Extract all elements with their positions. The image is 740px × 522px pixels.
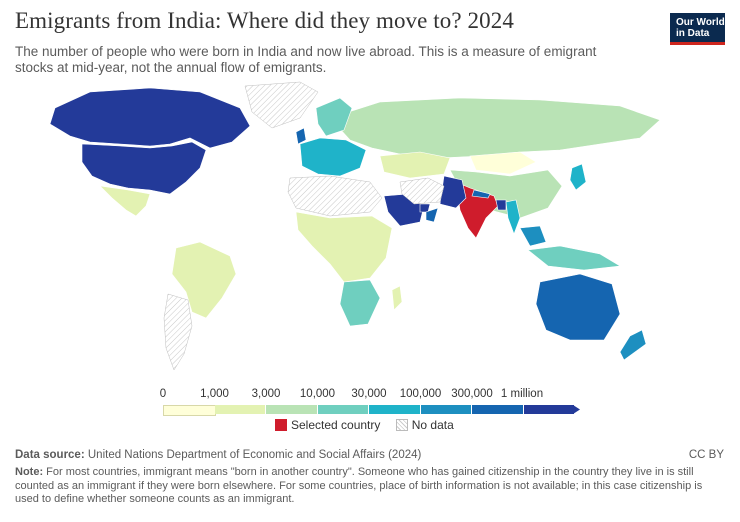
legend-tick-5: 100,000 [399, 388, 442, 400]
region-australia[interactable] [535, 273, 621, 341]
logo-line-1: Our World [676, 17, 725, 28]
legend-bin-4[interactable] [369, 405, 421, 414]
region-canada[interactable] [49, 87, 251, 149]
world-map-svg [49, 81, 661, 371]
nodata-label: No data [411, 418, 454, 432]
region-indonesia[interactable] [527, 245, 621, 271]
region-united-states[interactable] [81, 141, 207, 195]
region-myanmar[interactable] [505, 199, 521, 235]
region-russia[interactable] [329, 97, 661, 159]
region-nepal[interactable] [471, 189, 491, 199]
selected-label: Selected country [291, 418, 381, 432]
nodata-swatch [395, 419, 408, 431]
legend-bin-0[interactable] [163, 405, 216, 416]
chart-subtitle: The number of people who were born in In… [15, 44, 597, 75]
legend-color-bins [163, 405, 575, 416]
region-kazakhstan[interactable] [379, 151, 451, 179]
legend-tick-1: 1,000 [200, 388, 229, 400]
region-oman[interactable] [425, 207, 439, 223]
region-scandinavia[interactable] [315, 97, 353, 137]
region-japan[interactable] [569, 163, 587, 191]
legend-tick-3: 10,000 [299, 388, 336, 400]
legend-bin-5[interactable] [420, 405, 472, 414]
legend-extra: Selected country No data [275, 418, 466, 432]
legend-nodata-item[interactable]: No data [395, 418, 454, 432]
footer-note: Note: For most countries, immigrant mean… [15, 466, 727, 507]
license-link[interactable]: CC BY [688, 449, 724, 461]
legend-bin-7[interactable] [523, 405, 575, 414]
region-malaysia[interactable] [519, 225, 547, 247]
region-madagascar[interactable] [391, 285, 403, 311]
legend-tick-0: 0 [159, 388, 167, 400]
region-sub-saharan-africa[interactable] [295, 211, 393, 283]
map-legend: 0 1,000 3,000 10,000 30,000 100,000 300,000 1 m… [0, 388, 740, 438]
legend-selected-item[interactable]: Selected country [275, 418, 380, 432]
data-source: Data source: United Nations Department o… [15, 449, 421, 461]
region-united-kingdom[interactable] [295, 127, 307, 145]
legend-bin-6[interactable] [472, 405, 524, 414]
legend-tick-labels: 0 1,000 3,000 10,000 30,000 100,000 300,000 1 m… [0, 388, 740, 404]
region-new-zealand[interactable] [619, 329, 647, 361]
note-text: For most countries, immigrant means "bor… [15, 466, 703, 505]
world-map[interactable] [0, 78, 740, 390]
legend-tick-6: 300,000 [451, 388, 493, 400]
region-southern-africa[interactable] [339, 279, 381, 327]
source-text[interactable]: United Nations Department of Economic an… [87, 449, 422, 461]
region-bangladesh[interactable] [495, 199, 507, 211]
legend-bin-2[interactable] [266, 405, 318, 414]
legend-bin-3[interactable] [317, 405, 369, 414]
region-argentina[interactable] [163, 293, 193, 371]
logo-line-2: in Data [676, 28, 710, 39]
region-mongolia[interactable] [469, 151, 537, 175]
legend-tick-4: 30,000 [351, 388, 387, 400]
source-label: Data source: [15, 449, 85, 461]
region-greenland[interactable] [244, 81, 319, 129]
region-united-arab-emirates[interactable] [419, 203, 431, 213]
region-iran[interactable] [399, 177, 445, 205]
owid-logo[interactable]: Our World in Data [670, 13, 725, 45]
region-mexico[interactable] [99, 185, 151, 217]
selected-swatch [275, 419, 287, 431]
note-label: Note: [15, 466, 44, 478]
legend-tick-7: 1 million [500, 388, 544, 400]
legend-arrow-icon [573, 405, 580, 414]
region-north-africa[interactable] [287, 175, 383, 217]
region-europe[interactable] [299, 137, 367, 177]
legend-bin-1[interactable] [214, 405, 266, 414]
region-brazil[interactable] [171, 241, 237, 319]
legend-tick-2: 3,000 [251, 388, 281, 400]
chart-title: Emigrants from India: Where did they mov… [15, 8, 514, 33]
